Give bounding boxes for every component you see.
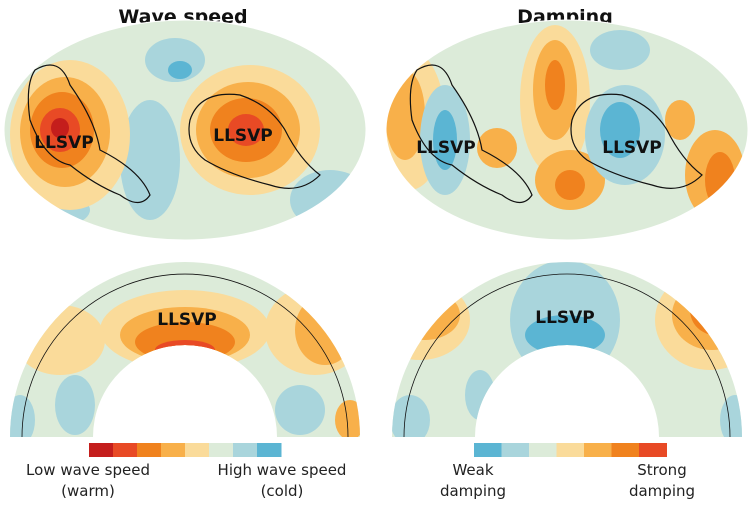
damping-section-label: LLSVP (535, 308, 595, 328)
colorbar-swatch (185, 443, 210, 457)
wave-speed-colorbar (89, 443, 282, 457)
colorbar-swatch (529, 443, 557, 457)
colorbar-swatch (257, 443, 282, 457)
damping-strong-sublabel: damping (629, 482, 695, 500)
damping-cross-section (392, 262, 742, 437)
colorbar-swatch (89, 443, 114, 457)
wave-speed-cross-section (10, 262, 360, 437)
colorbar-swatch (233, 443, 258, 457)
damping-map-border (385, 19, 749, 241)
damping-map-label-2: LLSVP (602, 138, 662, 158)
colorbar-swatch (474, 443, 502, 457)
wave-speed-map (4, 20, 366, 240)
colorbar-swatch (584, 443, 612, 457)
damping-map-label-1: LLSVP (416, 138, 476, 158)
damping-colorbar (474, 443, 667, 457)
colorbar-swatch (639, 443, 667, 457)
wave-speed-low-label: Low wave speed (26, 461, 150, 479)
wave-speed-map-label-2: LLSVP (213, 126, 273, 146)
wave-speed-low-sublabel: (warm) (61, 482, 115, 500)
damping-weak-sublabel: damping (440, 482, 506, 500)
colorbar-swatch (556, 443, 585, 457)
wave-speed-map-label-1: LLSVP (34, 133, 94, 153)
wave-speed-high-sublabel: (cold) (261, 482, 304, 500)
damping-weak-label: Weak (452, 461, 493, 479)
colorbar-swatch (137, 443, 162, 457)
damping-strong-label: Strong (637, 461, 686, 479)
colorbar-swatch (161, 443, 186, 457)
colorbar-swatch (501, 443, 530, 457)
colorbar-swatch (113, 443, 138, 457)
damping-section-boundary (403, 273, 731, 438)
wave-speed-high-label: High wave speed (218, 461, 347, 479)
wave-speed-section-label: LLSVP (157, 310, 217, 330)
wave-speed-map-border (3, 19, 367, 241)
colorbar-swatch (611, 443, 640, 457)
colorbar-swatch (209, 443, 234, 457)
wave-speed-section-boundary (21, 273, 349, 438)
